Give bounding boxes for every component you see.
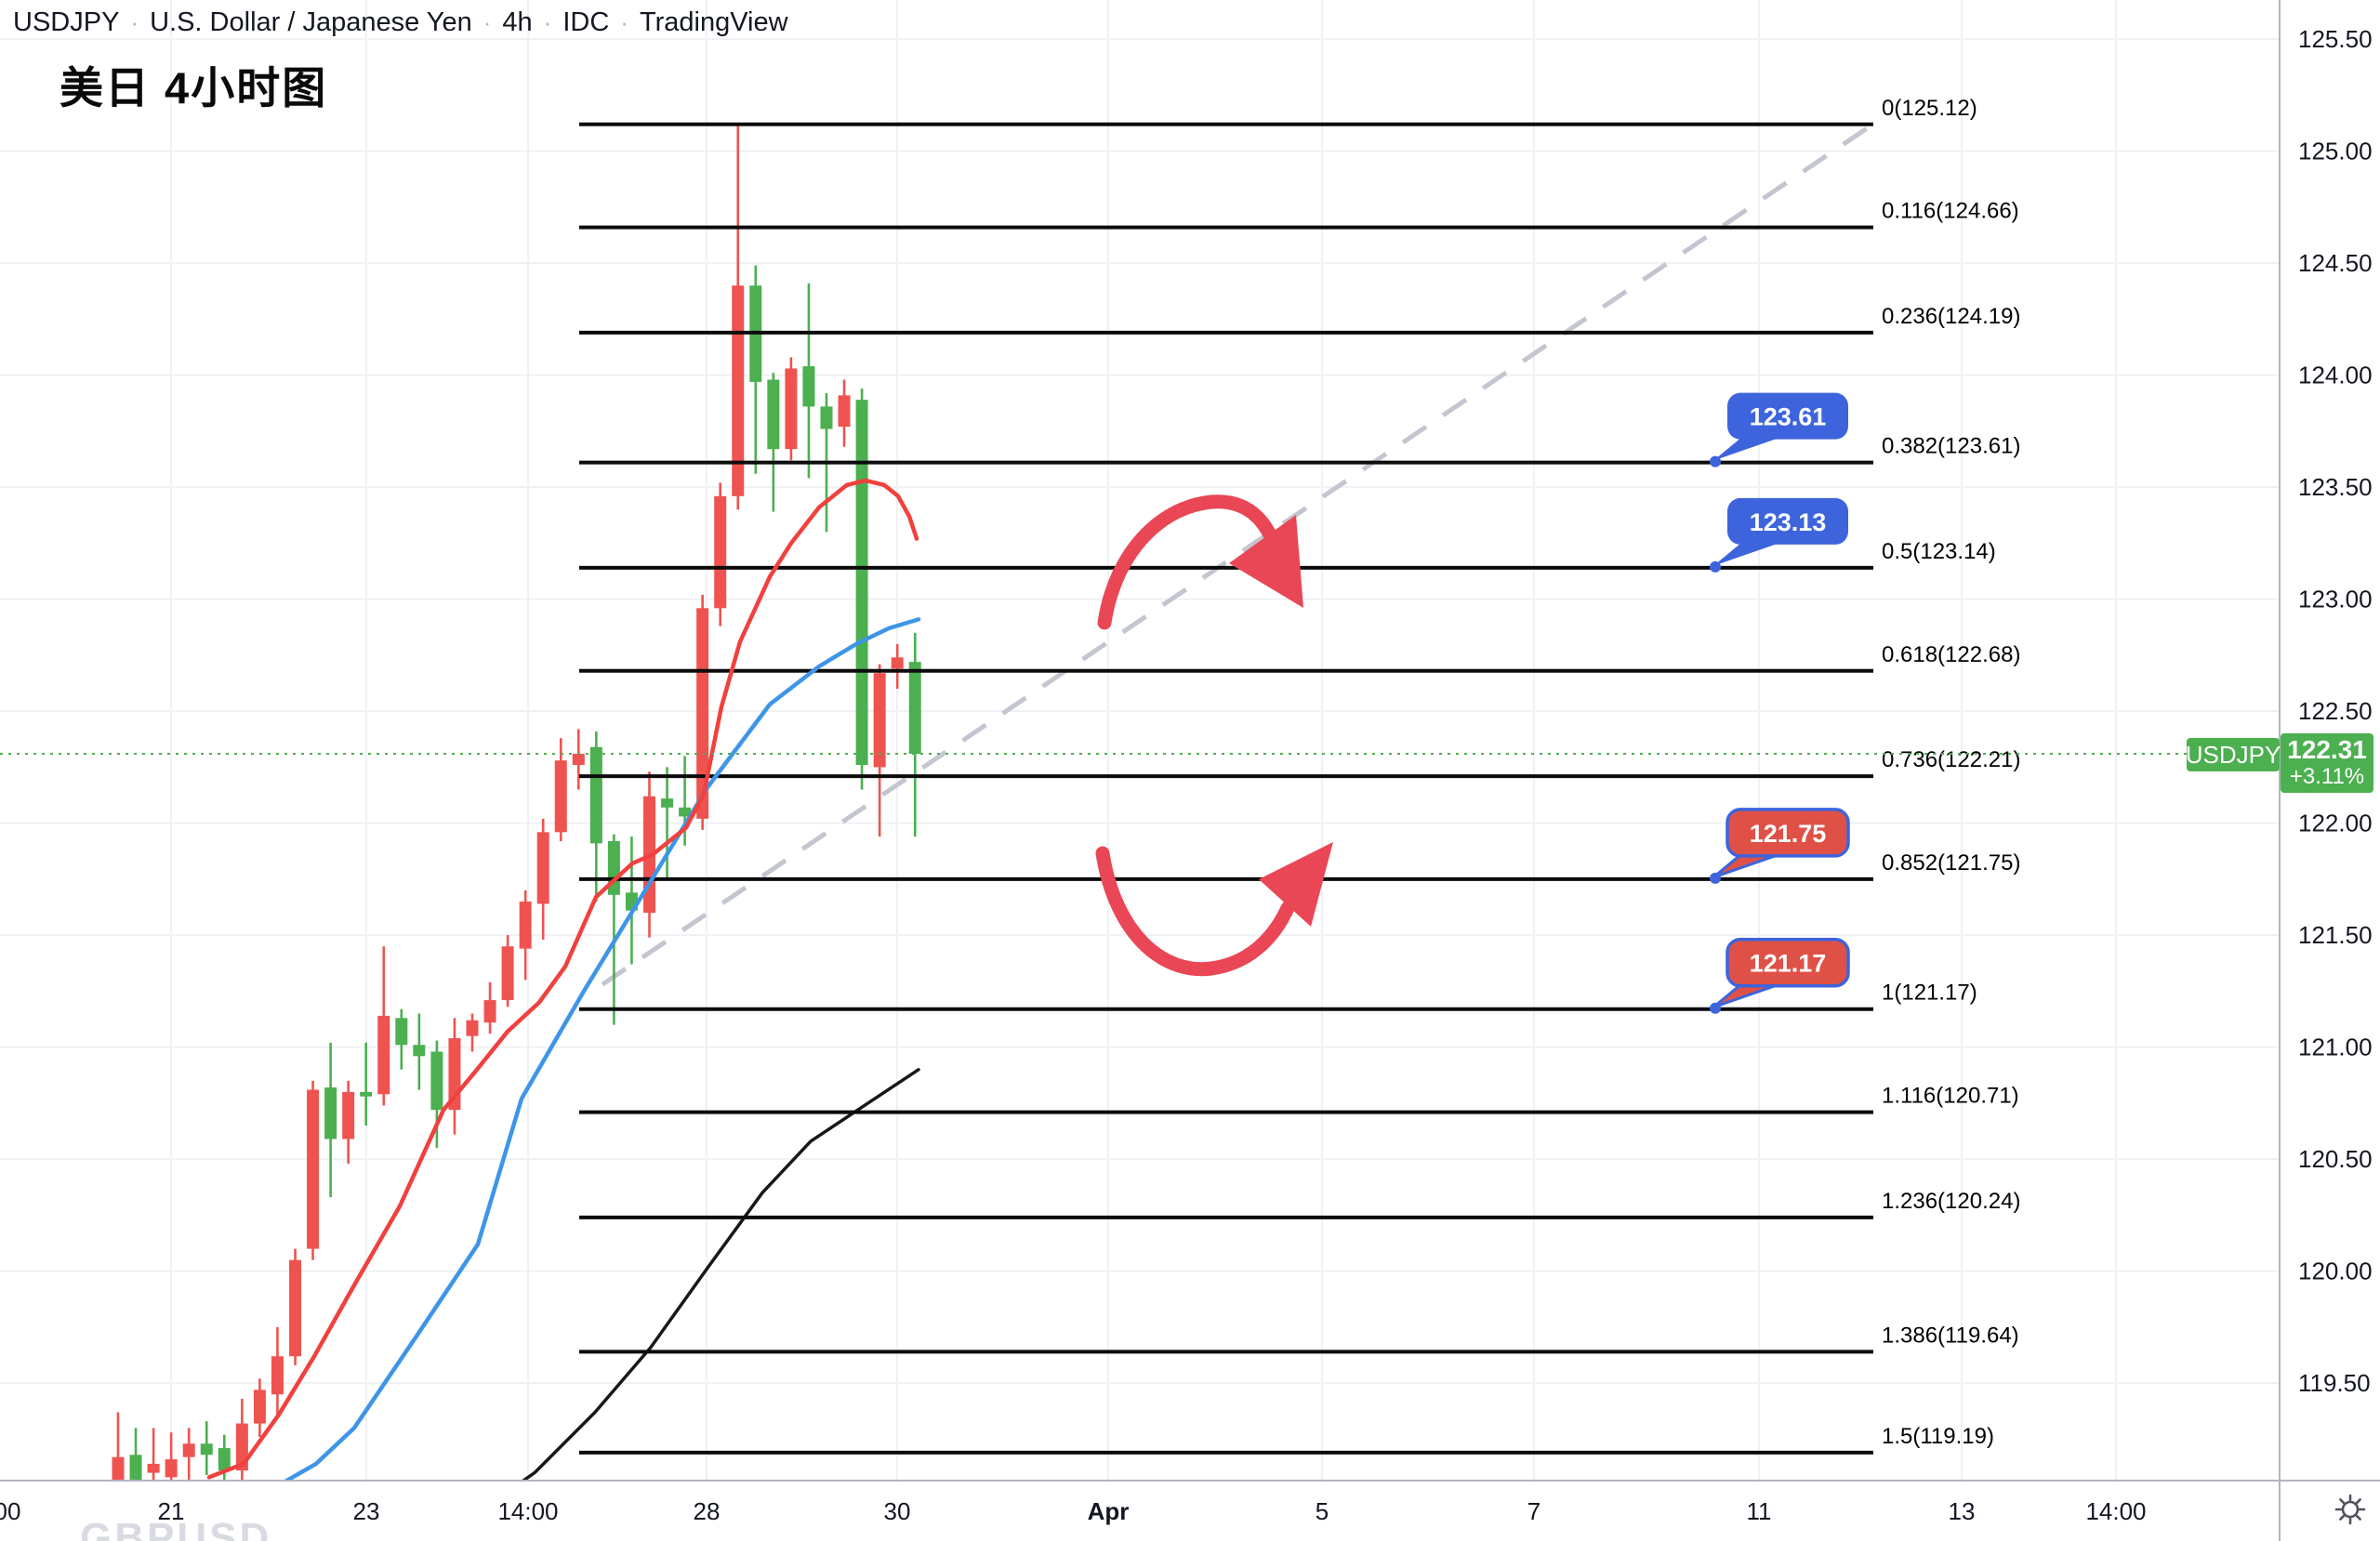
fib-level-label: 0.618(122.68) <box>1882 642 2020 667</box>
current-price-symbol-pill: USDJPY <box>2186 738 2281 771</box>
price-tick-label: 122.00 <box>2298 810 2373 837</box>
price-callout[interactable]: 123.13 <box>1710 497 1848 573</box>
price-callout-text: 121.75 <box>1750 820 1827 848</box>
time-tick-label: 23 <box>353 1497 380 1525</box>
annotation-arrow-curve-down-right[interactable] <box>1097 494 1303 630</box>
time-tick-label: 30 <box>884 1497 911 1525</box>
price-tick-label: 123.00 <box>2298 586 2373 613</box>
price-tick-label: 125.50 <box>2298 25 2373 53</box>
time-tick-label: 21 <box>158 1497 185 1525</box>
candles <box>112 124 921 1481</box>
fib-level-label: 1(121.17) <box>1882 981 1977 1006</box>
current-price-change: +3.11% <box>2289 764 2365 790</box>
price-callout-text: 123.61 <box>1750 403 1827 431</box>
header-separator: · <box>130 8 139 36</box>
price-tick-label: 121.00 <box>2298 1034 2373 1061</box>
fib-level-label: 0.236(124.19) <box>1882 304 2020 329</box>
fib-level-label: 0.736(122.21) <box>1882 747 2020 772</box>
trendline-dashed[interactable] <box>601 120 1878 987</box>
current-price-value: 122.31 <box>2287 735 2367 765</box>
time-tick-label: 11 <box>1747 1497 1772 1525</box>
price-callout-text: 121.17 <box>1750 950 1827 978</box>
symbol-description: U.S. Dollar / Japanese Yen <box>150 7 472 37</box>
time-tick-label: 28 <box>694 1497 721 1525</box>
ma-line-mid-blue <box>282 617 921 1481</box>
fib-level-label: 1.116(120.71) <box>1882 1084 2019 1109</box>
time-tick-label: 14:00 <box>497 1497 558 1525</box>
price-tick-label: 120.00 <box>2298 1258 2373 1285</box>
price-tick-label: 124.00 <box>2298 362 2373 389</box>
price-callout[interactable]: 121.17 <box>1710 937 1850 1014</box>
header-separator: · <box>543 8 552 36</box>
time-tick-label: 14:00 <box>2085 1497 2146 1525</box>
fib-level-label: 0.852(121.75) <box>1882 850 2020 876</box>
header-separator: · <box>483 8 492 36</box>
fib-level-label: 1.5(119.19) <box>1882 1424 1994 1449</box>
price-callout[interactable]: 123.61 <box>1710 392 1848 468</box>
time-tick-label: 7 <box>1527 1497 1540 1525</box>
symbol-watermark: GBPUSD <box>80 1515 272 1541</box>
time-axis[interactable] <box>0 1481 2380 1541</box>
price-tick-label: 123.50 <box>2298 473 2373 501</box>
time-axis-labels: 00 21 23 14:00 28 30 Apr 5 7 11 13 14:00 <box>0 1497 2147 1525</box>
price-tick-label: 120.50 <box>2298 1145 2373 1173</box>
chart-title-annotation[interactable]: 美日 4小时图 <box>60 63 328 112</box>
fib-level-label: 0.382(123.61) <box>1882 434 2020 459</box>
time-tick-label: Apr <box>1088 1497 1130 1525</box>
fib-level-label: 0.5(123.14) <box>1882 539 1996 564</box>
price-axis-labels: 125.50 125.00 124.50 124.00 123.50 123.00 122.… <box>2298 25 2373 1397</box>
price-callout-text: 123.13 <box>1750 508 1827 536</box>
price-callout[interactable]: 121.75 <box>1710 808 1850 884</box>
time-tick-label: 5 <box>1316 1497 1329 1525</box>
exchange-label: IDC <box>562 7 610 37</box>
interval-label[interactable]: 4h <box>502 7 533 37</box>
price-tick-label: 124.50 <box>2298 249 2373 277</box>
header-separator: · <box>620 8 628 36</box>
fib-level-label: 1.386(119.64) <box>1882 1323 2019 1348</box>
fib-level-label: 0(125.12) <box>1882 96 1977 121</box>
price-tick-label: 125.00 <box>2298 138 2373 165</box>
symbol-header[interactable]: USDJPY · U.S. Dollar / Japanese Yen · 4h… <box>13 7 788 38</box>
price-tick-label: 121.50 <box>2298 921 2373 949</box>
ma-line-fast-red <box>206 478 919 1480</box>
symbol-name[interactable]: USDJPY <box>13 7 120 37</box>
theme-toggle-icon[interactable] <box>2330 1489 2371 1530</box>
fib-level-label: 0.116(124.66) <box>1882 199 2019 224</box>
ma-line-slow-black <box>520 1068 920 1481</box>
platform-label: TradingView <box>639 7 788 37</box>
fib-level-label: 1.236(120.24) <box>1882 1189 2020 1214</box>
annotation-arrow-curve-up-right[interactable] <box>1095 842 1333 977</box>
price-tick-label: 119.50 <box>2298 1369 2371 1397</box>
fib-retracement[interactable]: 0(125.12) 0.116(124.66) 0.236(124.19) 0.382… <box>579 96 2020 1455</box>
price-tick-label: 122.50 <box>2298 697 2373 725</box>
time-tick-label: 13 <box>1949 1497 1976 1525</box>
time-tick-label: 00 <box>0 1497 20 1525</box>
gridlines <box>0 0 2280 1481</box>
current-price-tag: 122.31 +3.11% <box>2281 733 2373 793</box>
